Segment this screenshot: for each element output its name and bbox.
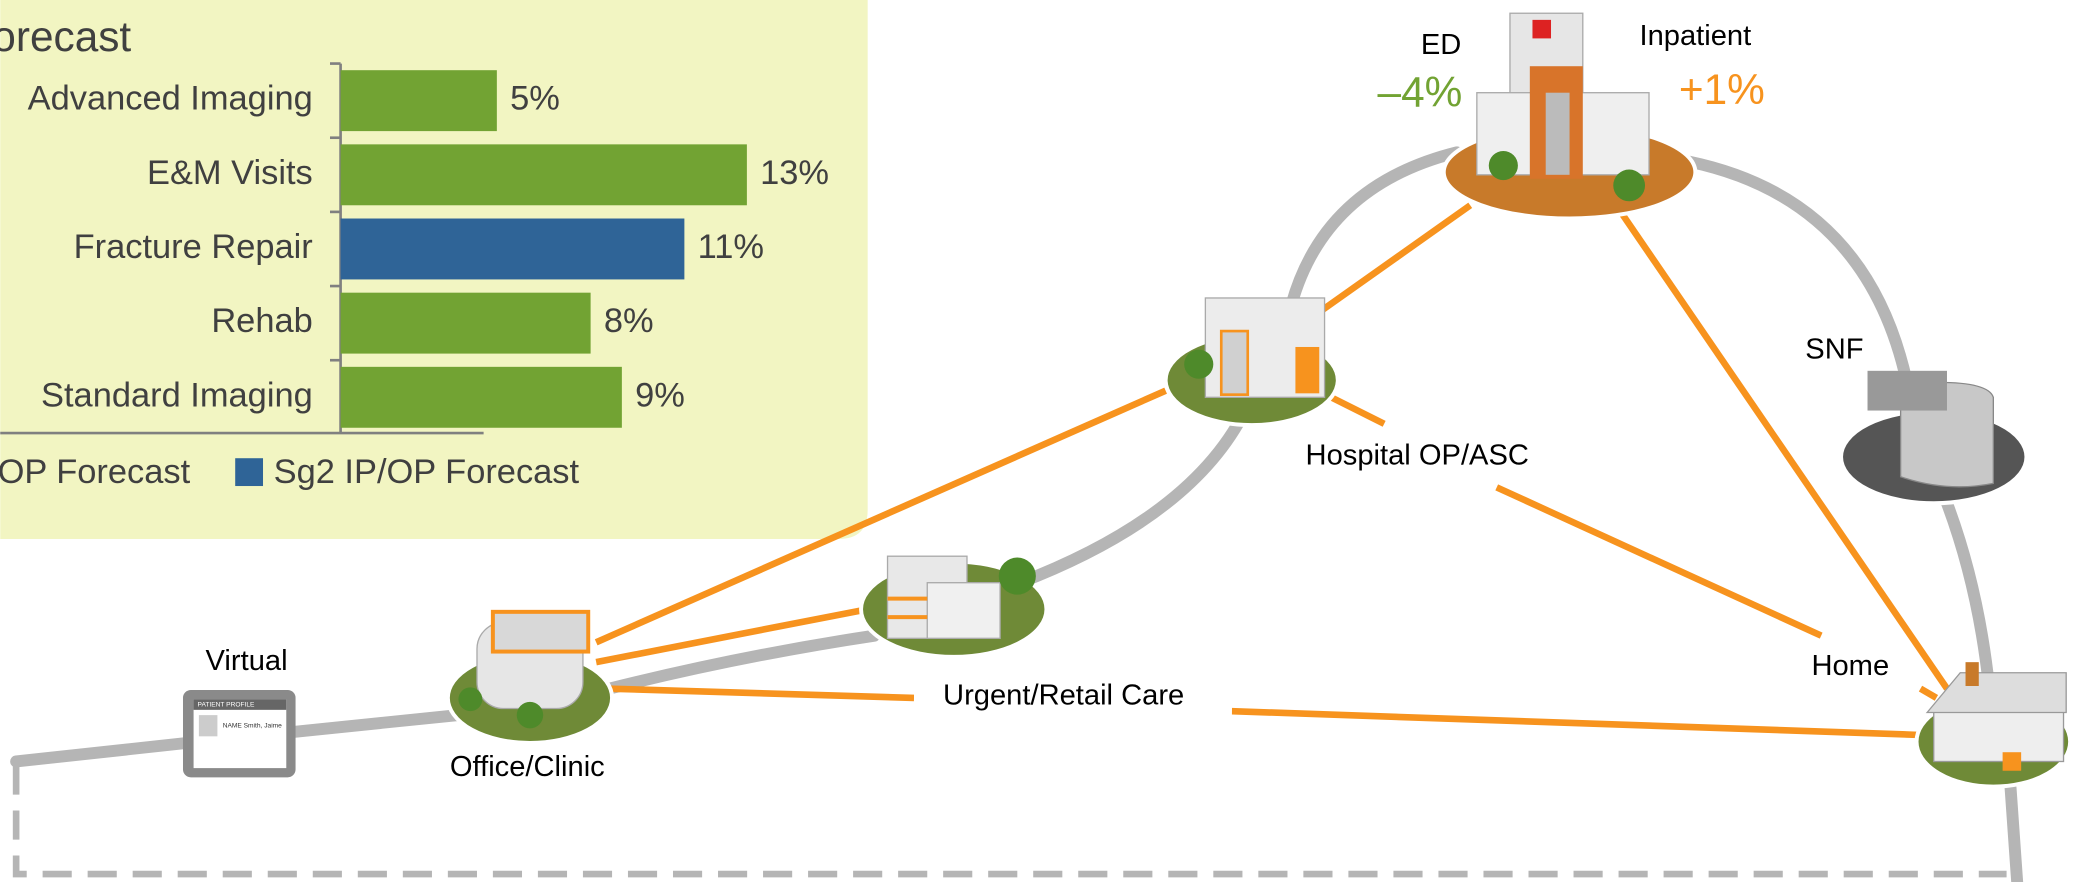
road: [2011, 788, 2018, 882]
bar: [341, 293, 591, 354]
value-label: 13%: [760, 154, 829, 192]
node-label: Home: [1811, 650, 1889, 682]
legend-label: Sg2 IP/OP Forecast: [274, 453, 580, 491]
urgent-building: [861, 556, 1046, 657]
connection: [1232, 711, 1921, 735]
tablet: PATIENT PROFILE NAME Smith, Jaime: [183, 690, 296, 777]
change-label: +1%: [1679, 66, 1765, 113]
node-label: Office/Clinic: [450, 751, 605, 783]
connection: [1921, 689, 1937, 698]
bar: [341, 219, 685, 280]
node-label: Inpatient: [1639, 20, 1751, 52]
value-label: 11%: [698, 228, 764, 266]
chart-title: orecast: [0, 13, 131, 60]
connection: [596, 609, 867, 662]
road: [609, 636, 874, 689]
connection: [609, 689, 914, 698]
dashed-road: [16, 765, 2006, 874]
tablet-name: NAME Smith, Jaime: [223, 722, 282, 729]
value-label: 5%: [510, 80, 560, 118]
node-label: ED: [1421, 29, 1461, 61]
connection: [1497, 487, 1821, 635]
category-label: Advanced Imaging: [28, 80, 313, 118]
node-label: Virtual: [206, 645, 288, 677]
change-label: –4%: [1378, 69, 1463, 116]
connection: [1331, 397, 1384, 423]
road: [1020, 411, 1245, 583]
category-label: Fracture Repair: [74, 228, 313, 266]
bar: [341, 144, 747, 205]
office-building: [448, 612, 612, 743]
value-label: 8%: [604, 302, 654, 340]
tablet-header: PATIENT PROFILE: [198, 701, 256, 708]
road: [1689, 162, 1908, 384]
category-label: Rehab: [211, 302, 312, 340]
bar: [341, 70, 497, 131]
legend-label: OP Forecast: [0, 453, 191, 491]
hospital-op-building: [1166, 298, 1338, 425]
value-label: 9%: [635, 376, 685, 414]
category-label: E&M Visits: [147, 154, 313, 192]
legend-swatch: [235, 458, 263, 486]
snf-building: [1841, 371, 2026, 503]
node-label: SNF: [1805, 334, 1863, 366]
bar: [341, 367, 622, 428]
node-label: Urgent/Retail Care: [943, 679, 1184, 711]
page: {"chart_data": {"type": "bar", "orientat…: [0, 0, 2077, 882]
category-label: Standard Imaging: [41, 376, 313, 414]
node-label: Hospital OP/ASC: [1306, 440, 1529, 472]
diagram: orecast Advanced Imaging 5% E&M Visits 13% F…: [0, 0, 2077, 882]
